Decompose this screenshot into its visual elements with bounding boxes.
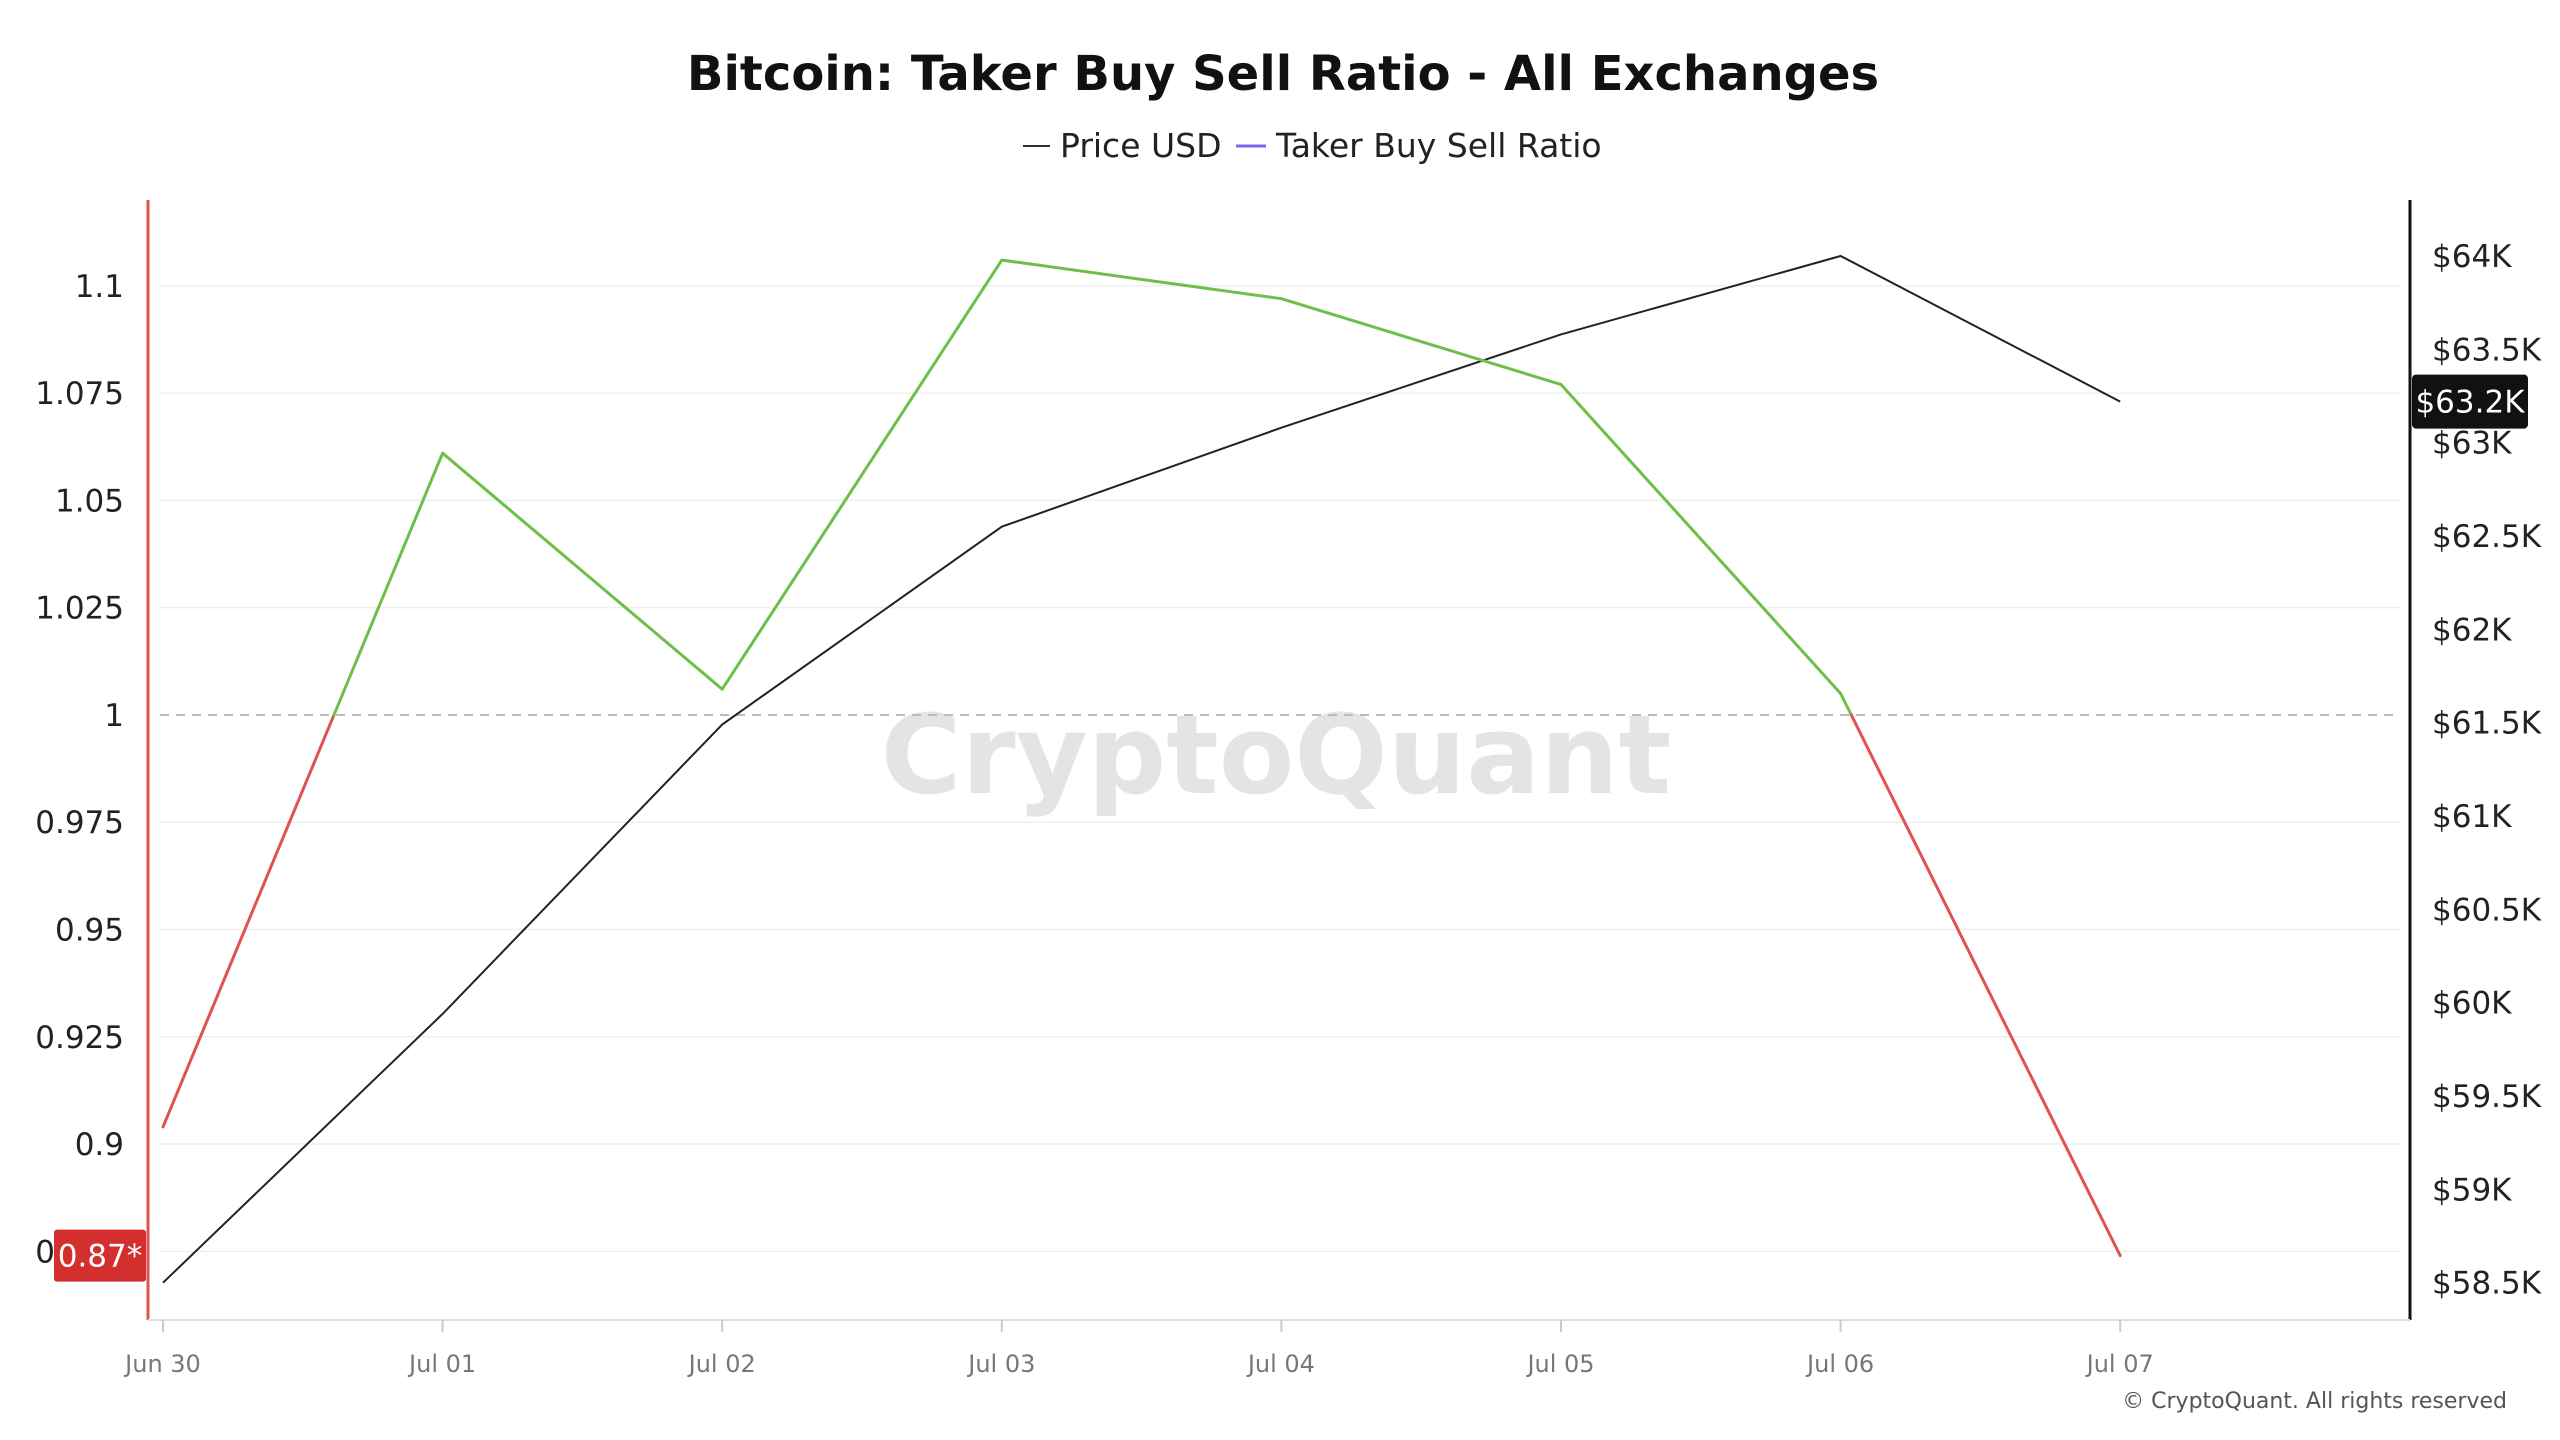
copyright-notice: © CryptoQuant. All rights reserved	[2122, 1389, 2507, 1414]
y-right-tick-label: $58.5K	[2432, 1266, 2542, 1302]
taker-ratio-segment	[1849, 713, 2122, 1258]
value-badges: 0.87* $63.2K	[54, 374, 2528, 1282]
x-tick-label: Jul 04	[1246, 1350, 1315, 1378]
taker-ratio-segment	[1279, 297, 1563, 387]
taker-ratio-segment	[1000, 258, 1283, 301]
y-left-tick-label: 1.1	[75, 269, 124, 305]
y-right-tick-label: $64K	[2432, 239, 2512, 275]
y-right-tick-label: $59K	[2432, 1172, 2512, 1208]
taker-ratio-segment	[720, 258, 1004, 691]
x-tick-label: Jul 07	[2085, 1350, 2154, 1378]
grid	[160, 285, 2400, 1253]
taker-ratio-segment	[1839, 691, 1853, 717]
x-tick-label: Jul 06	[1805, 1350, 1874, 1378]
legend-price-label: Price USD	[1060, 126, 1222, 165]
taker-ratio-segment	[441, 451, 724, 691]
latest-price-badge-label: $63.2K	[2415, 385, 2525, 421]
y-left-tick-label: 1.025	[35, 591, 124, 627]
taker-ratio-segment	[1559, 383, 1843, 695]
x-tick-label: Jul 02	[687, 1350, 756, 1378]
x-tick-label: Jul 03	[966, 1350, 1035, 1378]
series	[161, 254, 2122, 1284]
y-left-tick-label: 0.9	[75, 1127, 124, 1163]
y-left-tick-label: 1.05	[55, 483, 124, 519]
x-tick-label: Jun 30	[123, 1350, 201, 1378]
y-left-tick-label: 0.925	[35, 1020, 124, 1056]
y-right-tick-label: $62K	[2432, 612, 2512, 648]
x-tick-label: Jul 05	[1525, 1350, 1594, 1378]
latest-ratio-badge-label: 0.87*	[58, 1239, 143, 1275]
latest-price-badge	[2412, 374, 2528, 429]
legend-ratio-label: Taker Buy Sell Ratio	[1275, 126, 1602, 165]
y-right-tick-label: $63K	[2432, 426, 2512, 462]
y-right-tick-label: $61K	[2432, 799, 2512, 835]
y-right-tick-label: $60K	[2432, 986, 2512, 1022]
y-left-tick-label: 1	[104, 698, 124, 734]
watermark: CryptoQuant	[881, 691, 1672, 819]
taker-ratio-segment	[161, 713, 336, 1129]
y-right-tick-label: $59.5K	[2432, 1079, 2542, 1115]
y-right-tick-label: $63.5K	[2432, 332, 2542, 368]
taker-ratio-segment	[332, 451, 445, 717]
latest-ratio-badge	[54, 1229, 146, 1282]
y-left-tick-label: 1.075	[35, 376, 124, 412]
y-left-tick-label: 0.975	[35, 805, 124, 841]
chart-title: Bitcoin: Taker Buy Sell Ratio - All Exch…	[687, 46, 1879, 102]
price-usd-line	[162, 254, 2121, 1284]
y-right-tick-label: $60.5K	[2432, 892, 2542, 928]
axes	[146, 200, 2412, 1332]
x-tick-label: Jul 01	[407, 1350, 476, 1378]
legend: Price USD Taker Buy Sell Ratio	[1023, 126, 1602, 165]
y-left-tick-label: 0.95	[55, 913, 124, 949]
y-right-tick-label: $62.5K	[2432, 519, 2542, 555]
y-right-tick-label: $61.5K	[2432, 706, 2542, 742]
